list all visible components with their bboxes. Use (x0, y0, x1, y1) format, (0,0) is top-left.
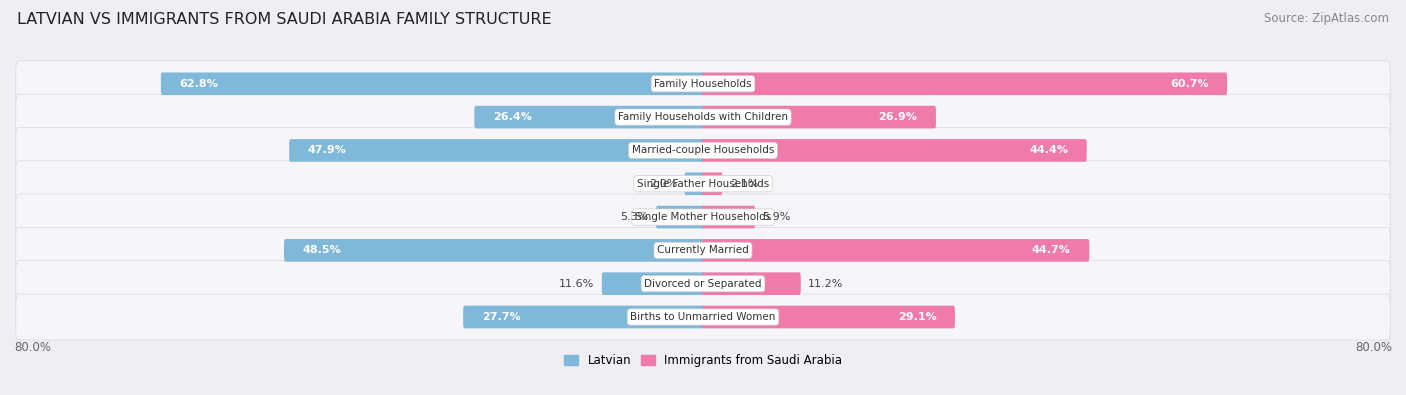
Text: Single Father Households: Single Father Households (637, 179, 769, 189)
Text: 27.7%: 27.7% (482, 312, 520, 322)
Text: 62.8%: 62.8% (180, 79, 218, 89)
Text: 44.7%: 44.7% (1032, 245, 1071, 256)
Text: LATVIAN VS IMMIGRANTS FROM SAUDI ARABIA FAMILY STRUCTURE: LATVIAN VS IMMIGRANTS FROM SAUDI ARABIA … (17, 12, 551, 27)
FancyBboxPatch shape (702, 72, 1227, 95)
FancyBboxPatch shape (702, 173, 723, 195)
Text: 80.0%: 80.0% (1355, 341, 1392, 354)
Text: Currently Married: Currently Married (657, 245, 749, 256)
FancyBboxPatch shape (474, 106, 704, 128)
Text: 80.0%: 80.0% (14, 341, 51, 354)
FancyBboxPatch shape (702, 239, 1090, 262)
Text: 11.2%: 11.2% (808, 279, 844, 289)
Text: Single Mother Households: Single Mother Households (636, 212, 770, 222)
Text: 60.7%: 60.7% (1170, 79, 1209, 89)
Legend: Latvian, Immigrants from Saudi Arabia: Latvian, Immigrants from Saudi Arabia (561, 351, 845, 371)
Text: 5.9%: 5.9% (762, 212, 790, 222)
Text: 26.9%: 26.9% (879, 112, 918, 122)
Text: 2.0%: 2.0% (648, 179, 678, 189)
Text: 29.1%: 29.1% (897, 312, 936, 322)
Text: Births to Unmarried Women: Births to Unmarried Women (630, 312, 776, 322)
FancyBboxPatch shape (685, 173, 704, 195)
Text: Married-couple Households: Married-couple Households (631, 145, 775, 156)
FancyBboxPatch shape (15, 161, 1391, 207)
Text: 26.4%: 26.4% (494, 112, 531, 122)
FancyBboxPatch shape (463, 306, 704, 328)
Text: Source: ZipAtlas.com: Source: ZipAtlas.com (1264, 12, 1389, 25)
FancyBboxPatch shape (15, 261, 1391, 307)
FancyBboxPatch shape (284, 239, 704, 262)
Text: Divorced or Separated: Divorced or Separated (644, 279, 762, 289)
FancyBboxPatch shape (15, 94, 1391, 140)
FancyBboxPatch shape (15, 294, 1391, 340)
FancyBboxPatch shape (15, 61, 1391, 107)
FancyBboxPatch shape (602, 273, 704, 295)
FancyBboxPatch shape (702, 139, 1087, 162)
Text: 48.5%: 48.5% (302, 245, 342, 256)
FancyBboxPatch shape (15, 228, 1391, 273)
FancyBboxPatch shape (160, 72, 704, 95)
Text: Family Households with Children: Family Households with Children (619, 112, 787, 122)
FancyBboxPatch shape (15, 128, 1391, 173)
FancyBboxPatch shape (702, 106, 936, 128)
Text: Family Households: Family Households (654, 79, 752, 89)
FancyBboxPatch shape (290, 139, 704, 162)
Text: 2.1%: 2.1% (730, 179, 758, 189)
FancyBboxPatch shape (702, 206, 755, 228)
FancyBboxPatch shape (702, 306, 955, 328)
Text: 47.9%: 47.9% (308, 145, 347, 156)
FancyBboxPatch shape (657, 206, 704, 228)
Text: 5.3%: 5.3% (620, 212, 648, 222)
Text: 44.4%: 44.4% (1029, 145, 1069, 156)
FancyBboxPatch shape (15, 194, 1391, 240)
FancyBboxPatch shape (702, 273, 801, 295)
Text: 11.6%: 11.6% (560, 279, 595, 289)
